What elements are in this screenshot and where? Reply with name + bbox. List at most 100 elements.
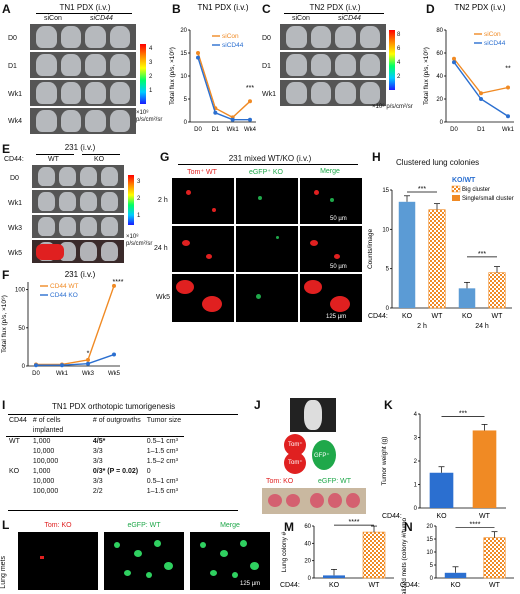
panel-i-cell: 0.5–1 cm³ — [146, 438, 178, 445]
chart-k-y-tick-label: 0 — [414, 506, 418, 512]
chart-h-bar — [458, 288, 476, 308]
chart-k-y-tick-label: 4 — [414, 412, 418, 418]
chart-b-legend-label: siCD44 — [222, 42, 244, 49]
panel-l-col-egfp: eGFP: WT — [127, 522, 161, 529]
panel-c-title: TN2 PDX (i.v.) — [309, 3, 361, 12]
panel-j-caption-wt: eGFP: WT — [318, 478, 352, 485]
chart-h-legend-title: KO/WT — [452, 177, 476, 184]
panel-label-f: F — [2, 268, 10, 282]
panel-c-scale-4: 2 — [397, 74, 401, 80]
chart-h-legend-swatch — [451, 185, 461, 193]
panel-g-image-24h-egfp — [236, 226, 298, 272]
panel-a-row-d1: D1 — [8, 63, 17, 70]
chart-b-x-tick-label: D1 — [211, 127, 219, 133]
chart-f-y-tick-label: 0 — [22, 364, 26, 370]
mouse-silhouette — [101, 192, 118, 211]
mouse-silhouette — [59, 217, 76, 236]
chart-f: 0 50 100 Total flux (p/s, ×10⁹) D0 Wk1 Wk3 Wk5 C… — [1, 270, 124, 377]
chart-h-y-tick-label: 5 — [386, 267, 390, 273]
panel-l-scalebar: 125 µm — [240, 581, 261, 587]
chart-d-x-tick-label: D0 — [450, 127, 458, 133]
panel-i-cell: 3/3 — [92, 458, 103, 465]
chart-k-x-tick-label: KO — [436, 513, 447, 520]
panel-c-image-wk1 — [280, 80, 386, 106]
panel-c-row-d0: D0 — [262, 35, 271, 42]
chart-m-y-tick-label: 60 — [304, 524, 311, 530]
chart-h-x-tick-label: WT — [432, 313, 444, 320]
panel-i-cell — [6, 447, 30, 457]
mouse-silhouette — [359, 54, 380, 76]
mouse-silhouette — [59, 192, 76, 211]
panel-c-scale-3: 4 — [397, 60, 401, 66]
chart-m-y-label: Lung colony # — [281, 531, 288, 572]
chart-m-x-tick-label: WT — [369, 582, 381, 589]
panel-e-row-wk5: Wk5 — [8, 250, 22, 257]
mouse-silhouette — [80, 217, 97, 236]
mouse-silhouette — [101, 217, 118, 236]
panel-g-image-2h-egfp — [236, 178, 298, 224]
panel-a-group-1: siCon — [44, 15, 62, 22]
panel-g-scalebar-2h: 50 µm — [330, 216, 347, 222]
chart-n-x-tick-label: KO — [450, 582, 461, 589]
panel-i-title: TN1 PDX orthotopic tumorigenesis — [52, 402, 176, 411]
mouse-silhouette — [359, 26, 380, 48]
panel-j-tumor-tom-2 — [284, 452, 306, 474]
panel-j-caption-ko: Tom: KO — [266, 478, 294, 485]
mouse-silhouette — [59, 167, 76, 186]
panel-label-n: N — [404, 520, 413, 534]
mouse-silhouette — [101, 242, 118, 261]
chart-f-series-line — [36, 285, 115, 366]
chart-h-y-tick-label: 10 — [382, 227, 389, 233]
chart-k-bar — [472, 430, 497, 508]
panel-e-rule-ko — [82, 154, 120, 155]
chart-m-y-tick-label: 20 — [304, 559, 311, 565]
panel-a-group-2: siCD44 — [90, 15, 113, 22]
chart-n-x-tick-label: WT — [489, 582, 501, 589]
chart-f-x-tick-label: Wk1 — [56, 371, 69, 377]
mouse-silhouette — [36, 82, 57, 104]
panel-h-title: Clustered lung colonies — [396, 158, 480, 167]
chart-b-point — [196, 55, 200, 60]
mouse-silhouette — [85, 26, 106, 48]
panel-i-cell: WT — [9, 438, 20, 445]
panel-c-row-d1: D1 — [262, 63, 271, 70]
panel-g-image-24h-merge — [300, 226, 362, 272]
panel-j-tumor-photo — [262, 488, 366, 514]
chart-h-y-label: Counts/image — [367, 229, 374, 269]
panel-a-colorbar — [140, 44, 146, 104]
panel-i-cell: 10,000 — [32, 448, 55, 455]
panel-i-cell: 4/5* — [92, 438, 106, 445]
chart-k: 0 1 2 3 4 Tumor weight (g) KO WT CD44: *** — [381, 410, 506, 520]
panel-label-b: B — [172, 2, 181, 16]
mouse-silhouette — [38, 217, 55, 236]
chart-d-significance: ** — [505, 65, 511, 72]
mouse-silhouette — [286, 54, 307, 76]
panel-e-scale-unit: ×10⁸ p/s/cm²/sr — [126, 234, 153, 247]
mouse-silhouette — [335, 82, 356, 104]
panel-i-cell: 1,000 — [32, 438, 51, 445]
panel-c-scale-2: 6 — [397, 46, 401, 52]
chart-k-bar — [429, 472, 454, 508]
chart-h-time-label: 24 h — [475, 323, 489, 330]
panel-j-tumor-gfp — [312, 440, 336, 470]
mouse-silhouette — [36, 26, 57, 48]
panel-i-cell: 1–1.5 cm³ — [146, 488, 178, 495]
panel-e-rule-wt — [36, 154, 74, 155]
panel-i-cell: 100,000 — [32, 488, 59, 495]
chart-b-series-line — [197, 57, 250, 121]
panel-a-scale-4: 1 — [149, 88, 153, 94]
panel-e-row-d0: D0 — [10, 175, 19, 182]
chart-n-significance: **** — [470, 521, 481, 528]
panel-i-cell: 0/3* (P = 0.02) — [92, 468, 139, 475]
mouse-silhouette — [286, 82, 307, 104]
chart-m-bar — [323, 575, 345, 578]
chart-k-y-tick-label: 1 — [414, 483, 418, 489]
panel-g-image-2h-merge — [300, 178, 362, 224]
panel-a-row-d0: D0 — [8, 35, 17, 42]
mouse-silhouette — [335, 26, 356, 48]
chart-b-title: TN1 PDX (i.v.) — [198, 3, 249, 12]
chart-f-legend-label: CD44 KO — [50, 292, 78, 299]
mouse-silhouette — [310, 54, 331, 76]
chart-b-y-tick-label: 5 — [184, 97, 188, 103]
chart-d-title: TN2 PDX (i.v.) — [455, 3, 506, 12]
